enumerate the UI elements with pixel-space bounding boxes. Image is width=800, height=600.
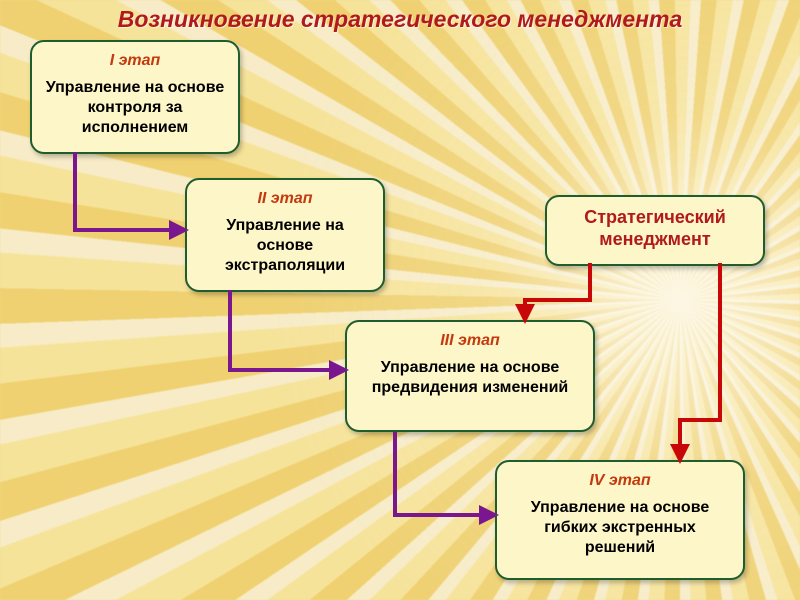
stage-4-node: IV этап Управление на основе гибких экст…	[495, 460, 745, 580]
stage-1-node: I этап Управление на основе контроля за …	[30, 40, 240, 154]
stage-1-text: Управление на основе контроля за исполне…	[44, 78, 226, 138]
strategic-management-node: Стратегический менеджмент	[545, 195, 765, 266]
stage-2-text: Управление на основе экстраполяции	[199, 216, 371, 276]
stage-3-node: III этап Управление на основе предвидени…	[345, 320, 595, 432]
strategic-management-text: Стратегический менеджмент	[559, 207, 751, 250]
stage-2-label: II этап	[199, 190, 371, 208]
stage-2-node: II этап Управление на основе экстраполяц…	[185, 178, 385, 292]
stage-4-text: Управление на основе гибких экстренных р…	[509, 498, 731, 558]
stage-3-text: Управление на основе предвидения изменен…	[359, 358, 581, 398]
stage-1-label: I этап	[44, 52, 226, 70]
stage-3-label: III этап	[359, 332, 581, 350]
page-title: Возникновение стратегического менеджмент…	[0, 6, 800, 33]
stage-4-label: IV этап	[509, 472, 731, 490]
